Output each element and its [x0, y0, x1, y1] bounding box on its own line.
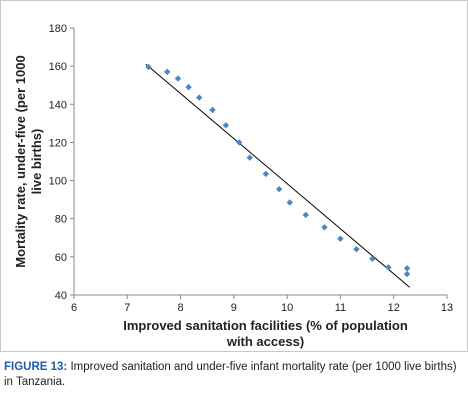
x-tick-label: 8	[178, 302, 184, 314]
data-point	[276, 186, 282, 192]
caption-label: FIGURE 13:	[4, 361, 67, 373]
chart-ticks: 6 7 8 9 10 11 12 13 40 60 80 100 120 140 160 180	[49, 23, 453, 314]
trendline	[146, 64, 410, 287]
data-point	[369, 256, 375, 262]
y-tick-label: 140	[49, 99, 67, 111]
data-point	[175, 75, 181, 81]
data-point	[164, 69, 170, 75]
trendline-layer	[146, 64, 410, 287]
x-tick-label: 10	[281, 302, 293, 314]
data-point	[385, 264, 391, 270]
data-points	[145, 64, 410, 277]
y-tick-label: 180	[49, 23, 67, 35]
data-point	[247, 154, 253, 160]
x-tick-label: 9	[231, 302, 237, 314]
y-tick-label: 160	[49, 61, 67, 73]
figure-caption: FIGURE 13: Improved sanitation and under…	[4, 360, 464, 390]
data-point	[303, 212, 309, 218]
x-tick-label: 7	[124, 302, 130, 314]
x-tick-label: 11	[335, 302, 346, 314]
y-tick-label: 60	[55, 252, 67, 264]
data-point	[287, 199, 293, 205]
x-tick-label: 12	[388, 302, 400, 314]
data-point	[209, 107, 215, 113]
scatter-chart: 6 7 8 9 10 11 12 13 40 60 80 100 120 140 160 180 Improv…	[1, 1, 467, 351]
chart-figure: 6 7 8 9 10 11 12 13 40 60 80 100 120 140 160 180 Improv…	[0, 0, 468, 352]
y-tick-label: 40	[55, 290, 67, 302]
caption-text: Improved sanitation and under-five infan…	[4, 361, 457, 388]
data-point	[404, 265, 410, 271]
data-point	[223, 122, 229, 128]
x-axis-title-line-1: Improved sanitation facilities (% of pop…	[123, 318, 408, 333]
y-tick-label: 80	[55, 214, 67, 226]
x-tick-label: 13	[441, 302, 453, 314]
data-point	[185, 84, 191, 90]
x-axis-title-line-2: with access)	[226, 334, 304, 349]
x-tick-label: 6	[71, 302, 77, 314]
y-axis-title-line-1: Mortality rate, under-five (per 1000	[13, 55, 28, 267]
data-point	[337, 236, 343, 242]
y-axis-title-line-2: live births)	[29, 129, 44, 195]
y-tick-label: 120	[49, 137, 67, 149]
data-point	[196, 94, 202, 100]
data-point	[321, 224, 327, 230]
y-tick-label: 100	[49, 176, 67, 188]
data-point	[353, 246, 359, 252]
data-point	[263, 171, 269, 177]
data-point	[404, 271, 410, 277]
